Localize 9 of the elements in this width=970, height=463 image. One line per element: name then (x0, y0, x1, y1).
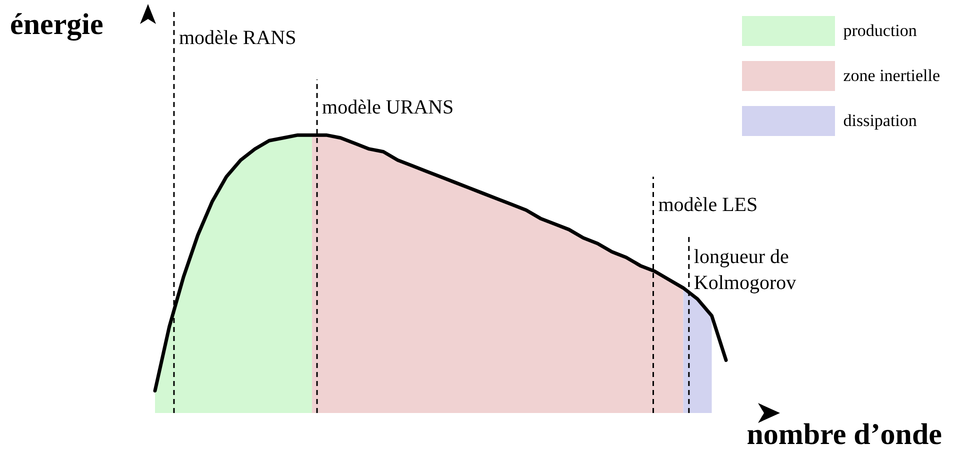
text: production (843, 20, 917, 40)
x-axis-title: nombre d’onde (746, 418, 942, 452)
text: modèle LES (658, 194, 758, 216)
text: longueur de Kolmogorov (694, 246, 796, 294)
y-axis-title: énergie (10, 8, 104, 42)
text: modèle RANS (178, 27, 296, 49)
text: modèle URANS (322, 96, 454, 118)
text: zone inertielle (843, 66, 940, 86)
text: dissipation (843, 110, 917, 130)
